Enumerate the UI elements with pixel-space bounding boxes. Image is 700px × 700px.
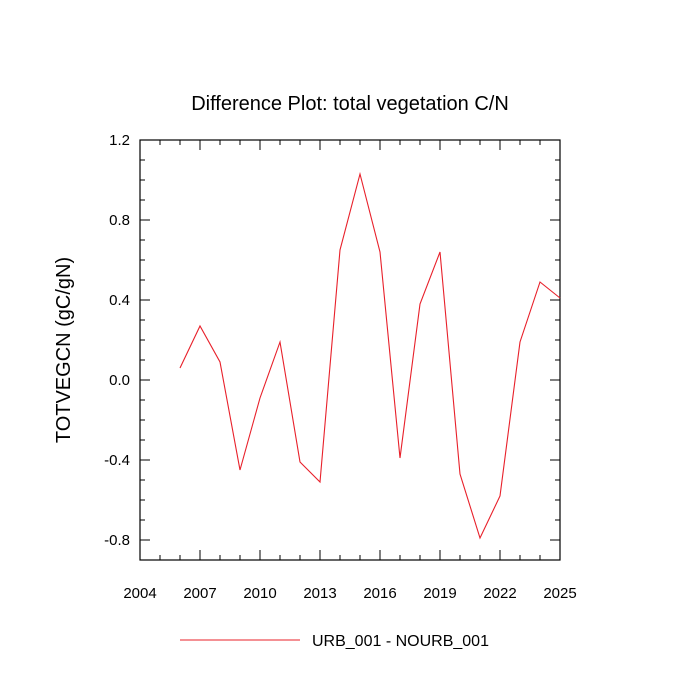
chart-title: Difference Plot: total vegetation C/N — [191, 93, 509, 115]
y-axis-label: TOTVEGCN (gC/gN) — [53, 257, 75, 443]
x-tick-label: 2016 — [363, 585, 396, 602]
y-tick-label: 1.2 — [109, 132, 130, 149]
x-axis: 2004 2007 2010 2013 2016 2019 2022 2025 — [123, 140, 577, 602]
y-tick-label: 0.0 — [109, 372, 130, 389]
series-line — [179, 171, 561, 540]
legend-label: URB_001 - NOURB_001 — [312, 633, 489, 650]
x-tick-label: 2007 — [183, 585, 216, 602]
y-tick-label: -0.8 — [104, 532, 130, 549]
y-tick-label: -0.4 — [104, 452, 130, 469]
plot-frame — [139, 139, 561, 561]
x-tick-label: 2004 — [123, 585, 156, 602]
x-tick-label: 2022 — [483, 585, 516, 602]
x-tick-label: 2019 — [423, 585, 456, 602]
x-tick-label: 2010 — [243, 585, 276, 602]
y-axis: -0.8 -0.4 0.0 0.4 0.8 1.2 — [104, 132, 560, 561]
y-tick-label: 0.8 — [109, 212, 130, 229]
y-tick-label: 0.4 — [109, 292, 130, 309]
series-layer — [179, 171, 561, 540]
plot-area — [139, 139, 561, 561]
legend: URB_001 - NOURB_001 — [180, 633, 489, 650]
x-tick-label: 2013 — [303, 585, 336, 602]
x-tick-label: 2025 — [543, 585, 576, 602]
